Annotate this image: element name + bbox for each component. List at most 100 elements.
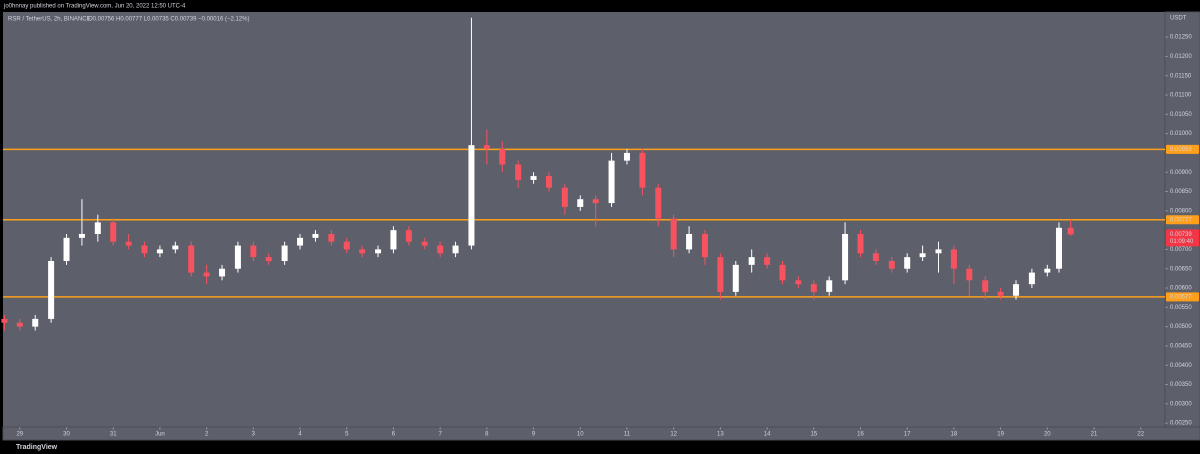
candle-body	[670, 218, 677, 250]
x-tick-label: 5	[345, 432, 349, 438]
candle-body	[499, 149, 506, 165]
x-tick-label: 20	[1044, 432, 1051, 438]
candle-body	[748, 257, 755, 265]
candle-body	[655, 187, 662, 219]
countdown: 01:09:40	[1170, 239, 1194, 245]
candle-body	[904, 257, 911, 269]
y-tick-label: 0.01150	[1170, 73, 1192, 79]
y-tick-label: 0.00700	[1170, 247, 1192, 253]
x-tick-label: 2	[205, 432, 209, 438]
candle-body	[234, 245, 241, 269]
y-tick-label: 0.00500	[1170, 324, 1192, 330]
x-tick-label: 21	[1091, 432, 1098, 438]
x-tick-label: 13	[717, 432, 724, 438]
y-tick-label: 0.00900	[1170, 170, 1192, 176]
candle-body	[141, 245, 148, 254]
candle-body	[32, 318, 39, 327]
candle-body	[982, 280, 989, 292]
candle-body	[1013, 284, 1020, 296]
candle-body	[997, 291, 1004, 296]
candle-body	[1028, 272, 1035, 285]
last-price-label: 0.00739	[1170, 232, 1192, 238]
x-tick-label: 17	[904, 432, 911, 438]
candle-body	[515, 164, 522, 180]
x-tick-label: 30	[63, 432, 70, 438]
candle-body	[826, 280, 833, 292]
x-tick-label: 6	[392, 432, 396, 438]
candle-body	[437, 245, 444, 254]
candle-body	[701, 233, 708, 258]
candle-body	[125, 241, 132, 246]
y-tick-label: 0.01250	[1170, 35, 1192, 41]
publisher: jo0hnnay published on TradingView.com, J…	[3, 4, 186, 10]
candle-body	[265, 257, 272, 261]
candle-body	[779, 264, 786, 281]
candle-body	[48, 261, 55, 319]
candle-body	[857, 233, 864, 254]
candle-body	[359, 249, 366, 254]
x-tick-label: 11	[624, 432, 631, 438]
legend-values: O0.00756 H0.00777 L0.00735 C0.00739 −0.0…	[88, 17, 249, 23]
candle-body	[343, 241, 350, 250]
y-tick-label: 0.00300	[1170, 401, 1192, 407]
y-tick-label: 0.00450	[1170, 344, 1192, 350]
x-tick-label: 19	[997, 432, 1004, 438]
x-tick-label: 29	[16, 432, 23, 438]
x-tick-label: 15	[810, 432, 817, 438]
candle-body	[483, 145, 490, 150]
y-tick-label: 0.00350	[1170, 382, 1192, 388]
y-tick-label: 0.00800	[1170, 208, 1192, 214]
candle-body	[1044, 268, 1051, 273]
candle-body	[452, 245, 459, 254]
candle-body	[935, 249, 942, 254]
candle-body	[297, 237, 304, 246]
candle-body	[888, 261, 895, 269]
level-label: 0.00577	[1170, 294, 1192, 300]
candle-body	[545, 176, 552, 188]
x-tick-label: 18	[951, 432, 958, 438]
candle-body	[530, 176, 537, 180]
x-tick-label: 31	[110, 432, 117, 438]
axis-unit: USDT	[1170, 16, 1187, 22]
candle-body	[608, 160, 615, 204]
candle-body	[577, 199, 584, 207]
candle-body	[328, 233, 335, 242]
candle-body	[421, 241, 428, 246]
x-tick-label: 10	[577, 432, 584, 438]
candle-body	[842, 233, 849, 281]
level-box	[1166, 292, 1199, 302]
y-tick-label: 0.00400	[1170, 363, 1192, 369]
candle-body	[592, 199, 599, 204]
candle-body	[950, 249, 957, 269]
x-tick-label: 22	[1137, 432, 1144, 438]
candle-body	[1, 318, 8, 323]
candle-body	[375, 249, 382, 254]
symbol: RSR / TetherUS, 2h, BINANCE	[8, 17, 91, 23]
candle-body	[156, 249, 163, 254]
x-tick-label: 3	[252, 432, 256, 438]
candle-body	[468, 145, 475, 246]
candle-body	[219, 268, 226, 277]
candle-body	[919, 253, 926, 258]
candle-body	[78, 233, 85, 238]
candle-body	[810, 284, 817, 292]
y-tick-label: 0.01200	[1170, 54, 1192, 60]
x-tick-label: Jun	[155, 432, 165, 438]
x-tick-label: 9	[532, 432, 536, 438]
logo: TradingView	[16, 444, 58, 451]
candle-body	[312, 233, 319, 238]
candle-body	[872, 253, 879, 261]
candle-body	[732, 264, 739, 292]
y-tick-label: 0.00850	[1170, 189, 1192, 195]
candle-body	[795, 280, 802, 285]
candle-body	[686, 233, 693, 250]
y-tick-label: 0.01000	[1170, 131, 1192, 137]
y-tick-label: 0.00550	[1170, 305, 1192, 311]
y-tick-label: 0.01050	[1170, 112, 1192, 118]
x-tick-label: 12	[670, 432, 677, 438]
last-price-box	[1166, 229, 1199, 247]
candle-body	[717, 257, 724, 292]
candle-body	[63, 237, 70, 261]
